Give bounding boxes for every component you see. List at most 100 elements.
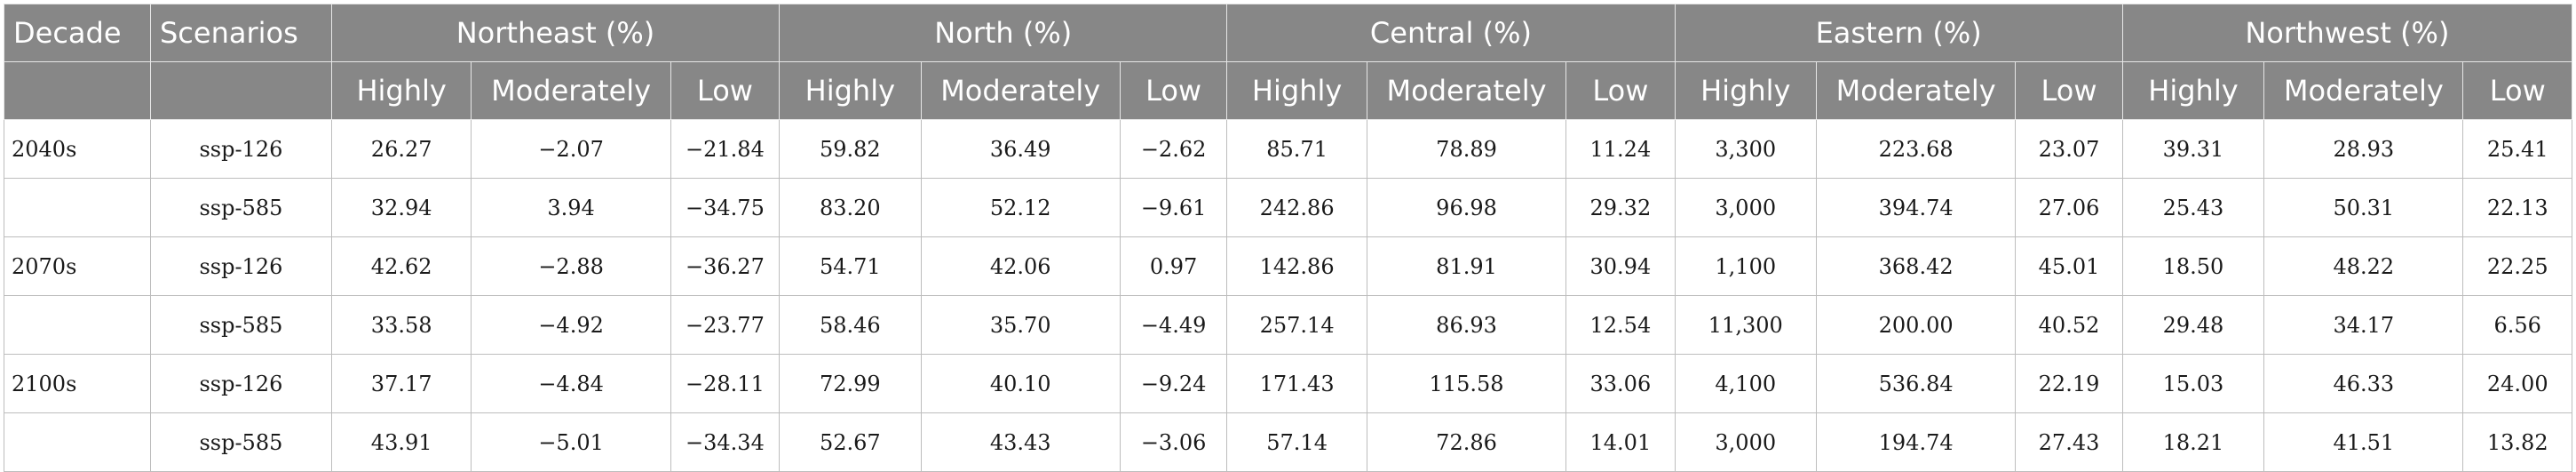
level-header: Highly [1226, 61, 1367, 120]
decade-cell [4, 412, 151, 472]
value-cell: 81.91 [1366, 236, 1567, 296]
value-cell: 3.94 [471, 178, 671, 237]
value-cell: −4.49 [1119, 295, 1228, 355]
value-cell: 30.94 [1565, 236, 1676, 296]
value-cell: 27.06 [2015, 178, 2123, 237]
value-cell: 18.21 [2121, 412, 2265, 472]
value-cell: 40.10 [920, 354, 1121, 413]
value-cell: 45.01 [2015, 236, 2123, 296]
value-cell: 27.43 [2015, 412, 2123, 472]
value-cell: 52.12 [920, 178, 1121, 237]
value-cell: 11,300 [1674, 295, 1817, 355]
value-cell: 242.86 [1226, 178, 1367, 237]
value-cell: 171.43 [1226, 354, 1367, 413]
value-cell: 33.06 [1565, 354, 1676, 413]
region-header: Northeast (%) [330, 4, 781, 62]
scenario-cell: ssp-126 [149, 236, 332, 296]
level-header: Highly [330, 61, 472, 120]
value-cell: 25.43 [2121, 178, 2265, 237]
value-cell: 6.56 [2462, 295, 2572, 355]
decade-cell: 2100s [4, 354, 151, 413]
value-cell: 12.54 [1565, 295, 1676, 355]
table-row: ssp-585 32.94 3.94 −34.75 83.20 52.12 −9.61 242… [4, 178, 2572, 237]
value-cell: 52.67 [779, 412, 922, 472]
level-header: Highly [1674, 61, 1817, 120]
value-cell: 33.58 [330, 295, 472, 355]
value-cell: −3.06 [1119, 412, 1228, 472]
level-header: Moderately [1815, 61, 2017, 120]
level-header: Low [1119, 61, 1228, 120]
level-header: Moderately [471, 61, 671, 120]
region-header: Eastern (%) [1674, 4, 2123, 62]
value-cell: 39.31 [2121, 119, 2265, 179]
value-cell: −21.84 [670, 119, 781, 179]
level-header: Moderately [2263, 61, 2464, 120]
value-cell: 41.51 [2263, 412, 2464, 472]
value-cell: −4.92 [471, 295, 671, 355]
value-cell: −2.07 [471, 119, 671, 179]
value-cell: −34.34 [670, 412, 781, 472]
value-cell: 40.52 [2015, 295, 2123, 355]
value-cell: 3,000 [1674, 412, 1817, 472]
level-header: Highly [2121, 61, 2265, 120]
decade-cell [4, 295, 151, 355]
region-header: North (%) [779, 4, 1228, 62]
header-row-levels: Highly Moderately Low Highly Moderately … [4, 61, 2572, 120]
value-cell: 14.01 [1565, 412, 1676, 472]
value-cell: 142.86 [1226, 236, 1367, 296]
value-cell: 15.03 [2121, 354, 2265, 413]
value-cell: 83.20 [779, 178, 922, 237]
scenario-cell: ssp-126 [149, 119, 332, 179]
value-cell: 394.74 [1815, 178, 2017, 237]
scenarios-header: Scenarios [149, 4, 332, 62]
value-cell: 24.00 [2462, 354, 2572, 413]
value-cell: 18.50 [2121, 236, 2265, 296]
region-header: Central (%) [1226, 4, 1676, 62]
value-cell: 37.17 [330, 354, 472, 413]
value-cell: 46.33 [2263, 354, 2464, 413]
value-cell: 3,000 [1674, 178, 1817, 237]
value-cell: 78.89 [1366, 119, 1567, 179]
value-cell: 32.94 [330, 178, 472, 237]
value-cell: 4,100 [1674, 354, 1817, 413]
value-cell: 368.42 [1815, 236, 2017, 296]
blank-header-cell [149, 61, 332, 120]
value-cell: 59.82 [779, 119, 922, 179]
blank-header-cell [4, 61, 151, 120]
level-header: Low [670, 61, 781, 120]
value-cell: 22.13 [2462, 178, 2572, 237]
table-body: 2040s ssp-126 26.27 −2.07 −21.84 59.82 36.49 −2… [4, 119, 2572, 472]
scenario-cell: ssp-585 [149, 178, 332, 237]
decade-header: Decade [4, 4, 151, 62]
region-header: Northwest (%) [2121, 4, 2573, 62]
header-row-regions: Decade Scenarios Northeast (%) North (%)… [4, 4, 2573, 62]
value-cell: 58.46 [779, 295, 922, 355]
value-cell: 57.14 [1226, 412, 1367, 472]
scenario-cell: ssp-585 [149, 412, 332, 472]
value-cell: −34.75 [670, 178, 781, 237]
value-cell: −4.84 [471, 354, 671, 413]
value-cell: −9.24 [1119, 354, 1228, 413]
table-row: 2040s ssp-126 26.27 −2.07 −21.84 59.82 36.49 −2… [4, 119, 2572, 179]
value-cell: 536.84 [1815, 354, 2017, 413]
level-header: Highly [779, 61, 922, 120]
value-cell: 96.98 [1366, 178, 1567, 237]
value-cell: 25.41 [2462, 119, 2572, 179]
decade-cell: 2070s [4, 236, 151, 296]
value-cell: 23.07 [2015, 119, 2123, 179]
value-cell: 200.00 [1815, 295, 2017, 355]
value-cell: 36.49 [920, 119, 1121, 179]
level-header: Moderately [920, 61, 1121, 120]
value-cell: 223.68 [1815, 119, 2017, 179]
value-cell: 43.91 [330, 412, 472, 472]
value-cell: 26.27 [330, 119, 472, 179]
value-cell: 86.93 [1366, 295, 1567, 355]
value-cell: 54.71 [779, 236, 922, 296]
scenario-cell: ssp-585 [149, 295, 332, 355]
value-cell: 72.99 [779, 354, 922, 413]
level-header: Low [1565, 61, 1676, 120]
value-cell: 72.86 [1366, 412, 1567, 472]
value-cell: 11.24 [1565, 119, 1676, 179]
value-cell: −28.11 [670, 354, 781, 413]
value-cell: 85.71 [1226, 119, 1367, 179]
